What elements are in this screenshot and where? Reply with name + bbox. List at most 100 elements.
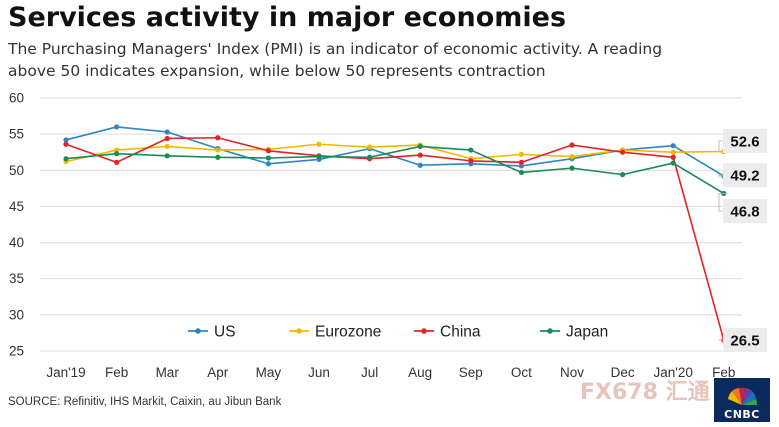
end-label-value: 46.8 (730, 204, 759, 221)
end-label-value: 52.6 (730, 134, 759, 151)
end-label-box (723, 163, 767, 187)
legend-label: US (214, 324, 236, 341)
end-label-leader (718, 174, 727, 177)
series-china (63, 135, 727, 343)
chart-title: Services activity in major economies (8, 2, 567, 33)
data-point-japan (518, 169, 525, 176)
cnbc-peacock-icon (714, 378, 770, 422)
data-point-eurozone (164, 143, 170, 150)
legend-label: China (440, 324, 481, 341)
data-point-japan (164, 153, 170, 159)
data-point-eurozone (114, 147, 120, 153)
data-point-japan (569, 165, 575, 171)
data-point-japan (215, 154, 221, 160)
data-point-us (63, 137, 69, 143)
end-label-leader (718, 140, 727, 152)
watermark-text: FX678 汇通 (580, 380, 710, 405)
y-tick-label: 40 (9, 235, 24, 250)
data-point-eurozone (316, 141, 322, 147)
data-point-us (670, 143, 676, 149)
x-tick-label: Feb (105, 365, 128, 380)
data-point-china (265, 148, 271, 154)
x-tick-label: Sep (459, 365, 483, 380)
series-lines (63, 124, 727, 343)
data-point-china (164, 135, 170, 142)
end-label-box (723, 199, 767, 223)
legend-marker (296, 328, 302, 334)
data-point-us (417, 162, 423, 168)
y-tick-label: 60 (9, 91, 24, 106)
series-japan (63, 143, 727, 197)
data-point-us (518, 163, 525, 169)
x-tick-label: Dec (611, 365, 635, 380)
data-point-japan (367, 154, 373, 160)
end-label-box (723, 328, 767, 352)
x-tick-label: Oct (511, 365, 532, 380)
chart-legend: US Eurozone China Japan (188, 324, 608, 341)
legend-marker (421, 328, 427, 334)
data-point-china (215, 135, 221, 141)
y-axis-ticks: 25 30 35 40 45 50 55 60 (9, 91, 24, 359)
x-tick-label: May (256, 365, 282, 380)
x-tick-label: Jul (361, 365, 378, 380)
data-point-eurozone (670, 149, 676, 155)
x-tick-label: Mar (156, 365, 180, 380)
y-tick-label: 50 (9, 163, 24, 178)
series-line-china (65, 136, 725, 341)
data-point-china (63, 141, 69, 147)
data-point-japan (316, 153, 322, 160)
data-point-japan (63, 156, 69, 162)
data-point-china (518, 159, 525, 165)
legend-item-eurozone: Eurozone (289, 324, 381, 341)
end-label-box (723, 129, 767, 153)
end-label-leader (718, 193, 727, 212)
data-point-japan (468, 147, 474, 153)
y-tick-label: 45 (9, 199, 24, 214)
data-point-japan (114, 151, 120, 157)
data-point-eurozone (215, 147, 221, 153)
x-tick-label: Apr (207, 365, 229, 380)
end-label-value: 26.5 (730, 333, 759, 350)
data-point-eurozone (518, 151, 525, 157)
data-point-eurozone (569, 153, 575, 160)
data-point-china (620, 149, 626, 155)
x-tick-label: Nov (560, 365, 584, 380)
end-labels: 52.6 49.2 46.8 26.5 (718, 129, 767, 352)
cnbc-logo: CNBC (714, 378, 770, 422)
x-tick-label: Jun (308, 365, 330, 380)
grid-lines (40, 97, 742, 352)
data-point-china (468, 158, 474, 164)
y-tick-label: 30 (9, 307, 24, 322)
data-point-china (569, 142, 575, 148)
cnbc-wordmark: CNBC (724, 408, 760, 421)
x-tick-label: Jan'19 (46, 365, 85, 380)
data-point-japan (265, 155, 271, 161)
x-axis-ticks: Jan'19 Feb Mar Apr May Jun Jul Aug Sep Oct Nov Dec J… (46, 365, 735, 380)
data-point-japan (417, 143, 423, 150)
y-tick-label: 55 (9, 127, 24, 142)
legend-label: Eurozone (315, 324, 381, 341)
legend-item-us: US (188, 324, 236, 341)
y-tick-label: 35 (9, 271, 24, 286)
legend-marker (195, 328, 201, 334)
data-point-us (114, 124, 120, 130)
data-point-china (417, 152, 423, 158)
legend-marker (547, 328, 553, 334)
data-point-japan (670, 160, 676, 166)
end-label-eurozone: 52.6 (718, 129, 767, 153)
data-point-eurozone (367, 144, 373, 150)
end-label-value: 49.2 (730, 168, 759, 185)
data-point-japan (620, 172, 626, 178)
end-label-china: 26.5 (718, 328, 767, 352)
chart-subtitle: The Purchasing Managers' Index (PMI) is … (8, 40, 663, 80)
y-tick-label: 25 (9, 344, 24, 359)
x-tick-label: Aug (408, 365, 432, 380)
data-point-us (265, 161, 271, 167)
end-label-japan: 46.8 (718, 193, 767, 223)
source-note: SOURCE: Refinitiv, IHS Markit, Caixin, a… (8, 396, 282, 408)
legend-label: Japan (566, 324, 608, 341)
x-tick-label: Feb (712, 365, 735, 380)
series-line-japan (65, 145, 725, 195)
legend-item-japan: Japan (540, 324, 608, 341)
